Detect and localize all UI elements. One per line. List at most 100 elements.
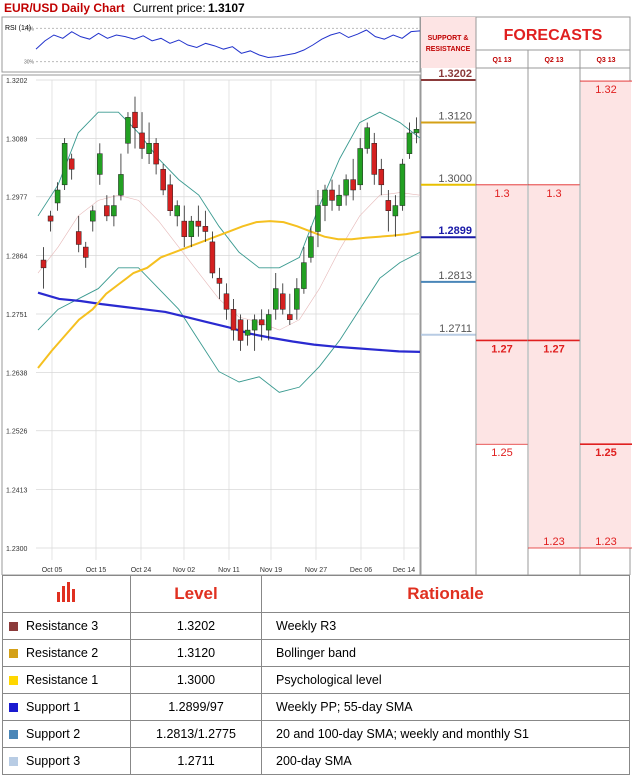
sr-level-label: 1.2899 <box>438 225 472 237</box>
level-color-swatch <box>9 730 18 740</box>
x-tick-label: Oct 05 <box>42 567 63 574</box>
candle-body <box>343 179 349 196</box>
candle-body <box>90 210 96 222</box>
level-rationale-cell: Weekly PP; 55-day SMA <box>261 693 630 721</box>
x-tick-label: Nov 19 <box>260 567 282 574</box>
level-name-cell: Support 1 <box>2 693 131 721</box>
candle-body <box>244 329 251 336</box>
candle-body <box>265 314 272 331</box>
level-rationale-cell: Weekly R3 <box>261 612 630 640</box>
candle-body <box>188 220 195 237</box>
x-tick-label: Dec 14 <box>393 567 415 574</box>
candle-body <box>174 205 180 217</box>
level-name-cell: Support 2 <box>2 720 131 748</box>
x-tick-label: Dec 06 <box>350 567 372 574</box>
forecast-quarter-label: Q3 13 <box>596 57 615 64</box>
candle-body <box>385 200 392 211</box>
table-header-level: Level <box>130 575 262 613</box>
y-tick-label: 1.2413 <box>6 487 28 494</box>
level-name-cell: Support 3 <box>2 747 131 775</box>
candle-body <box>181 220 188 237</box>
candle-body <box>272 288 279 310</box>
candle-body <box>230 309 237 331</box>
sr-header-bg <box>421 17 476 68</box>
candle-body <box>287 314 293 320</box>
candle-body <box>322 189 328 206</box>
candle-body <box>315 205 321 232</box>
table-row: Resistance 1 1.3000 Psychological level <box>2 666 630 694</box>
level-name-cell: Resistance 1 <box>2 666 131 694</box>
forecast-value: 1.25 <box>595 447 616 459</box>
bollinger-lower-line <box>37 251 421 393</box>
sr-title-line1: SUPPORT & <box>428 35 469 42</box>
sr-level-label: 1.3120 <box>438 111 472 123</box>
level-name: Support 2 <box>26 727 81 741</box>
sr-level-label: 1.2813 <box>438 270 472 282</box>
candle-body <box>61 143 68 186</box>
candle-body <box>118 174 124 196</box>
rsi-line <box>35 29 421 59</box>
forecast-value: 1.23 <box>595 536 616 548</box>
candle-body <box>132 111 138 128</box>
x-tick-label: Oct 24 <box>131 567 152 574</box>
x-tick-label: Nov 27 <box>305 567 327 574</box>
candle-body <box>146 143 152 154</box>
sr-column-frame <box>420 16 477 575</box>
forecast-title: FORECASTS <box>504 27 603 44</box>
candle-body <box>111 205 117 217</box>
candle-body <box>371 143 378 175</box>
y-tick-label: 1.2751 <box>6 312 28 319</box>
forecast-quarter-label: Q2 13 <box>544 57 563 64</box>
candle-body <box>195 220 202 227</box>
candle-body <box>139 132 145 149</box>
candle-body <box>97 153 103 175</box>
candle-body <box>82 246 89 258</box>
forecast-value: 1.27 <box>543 343 564 355</box>
level-rationale-cell: Bollinger band <box>261 639 630 667</box>
candle-body <box>392 205 399 217</box>
sr-level-label: 1.2711 <box>439 323 472 335</box>
candle-body <box>75 231 82 245</box>
level-value-cell: 1.2813/1.2775 <box>130 720 262 748</box>
rsi-tick-70: 70% <box>24 26 35 32</box>
level-name: Support 1 <box>26 700 81 714</box>
y-tick-label: 1.2864 <box>6 253 28 260</box>
forecast-range-band <box>529 184 579 548</box>
y-tick-label: 1.2300 <box>6 546 28 553</box>
candle-body <box>329 189 335 201</box>
candle-body <box>301 262 307 289</box>
level-name-cell: Resistance 3 <box>2 612 131 640</box>
table-header-row: Level Rationale <box>2 575 630 613</box>
table-row: Support 2 1.2813/1.2775 20 and 100-day SMA… <box>2 720 630 748</box>
bollinger-upper-line <box>37 111 421 269</box>
table-row: Support 3 1.2711 200-day SMA <box>2 747 630 775</box>
sr-level-label: 1.3000 <box>438 173 472 185</box>
candle-body <box>223 293 230 310</box>
table-header-icon-cell <box>2 575 131 613</box>
candle-body <box>104 205 110 217</box>
candle-body <box>40 259 47 269</box>
y-tick-label: 1.2638 <box>6 371 28 378</box>
forecast-quarter-label: Q1 13 <box>492 57 511 64</box>
level-color-swatch <box>9 676 18 686</box>
sma-200-line <box>37 291 421 353</box>
candle-body <box>357 148 363 186</box>
candle-body <box>294 288 300 310</box>
candle-body <box>68 158 75 170</box>
forecast-value: 1.23 <box>543 536 564 548</box>
level-color-swatch <box>9 622 18 632</box>
chart-title: EUR/USD Daily Chart <box>4 1 125 15</box>
candle-body <box>308 236 314 258</box>
y-tick-label: 1.3089 <box>6 137 28 144</box>
rsi-tick-30: 30% <box>24 60 35 66</box>
candle-body <box>406 132 413 154</box>
level-value-cell: 1.2899/97 <box>130 693 262 721</box>
forecast-range-band <box>477 184 527 445</box>
forecast-value: 1.3 <box>546 188 561 200</box>
sr-title-line2: RESISTANCE <box>426 46 471 53</box>
candle-body <box>237 319 244 341</box>
x-tick-label: Oct 15 <box>86 567 107 574</box>
candle-body <box>153 143 159 165</box>
level-name: Resistance 2 <box>26 646 99 660</box>
sma-55-line <box>37 220 421 369</box>
